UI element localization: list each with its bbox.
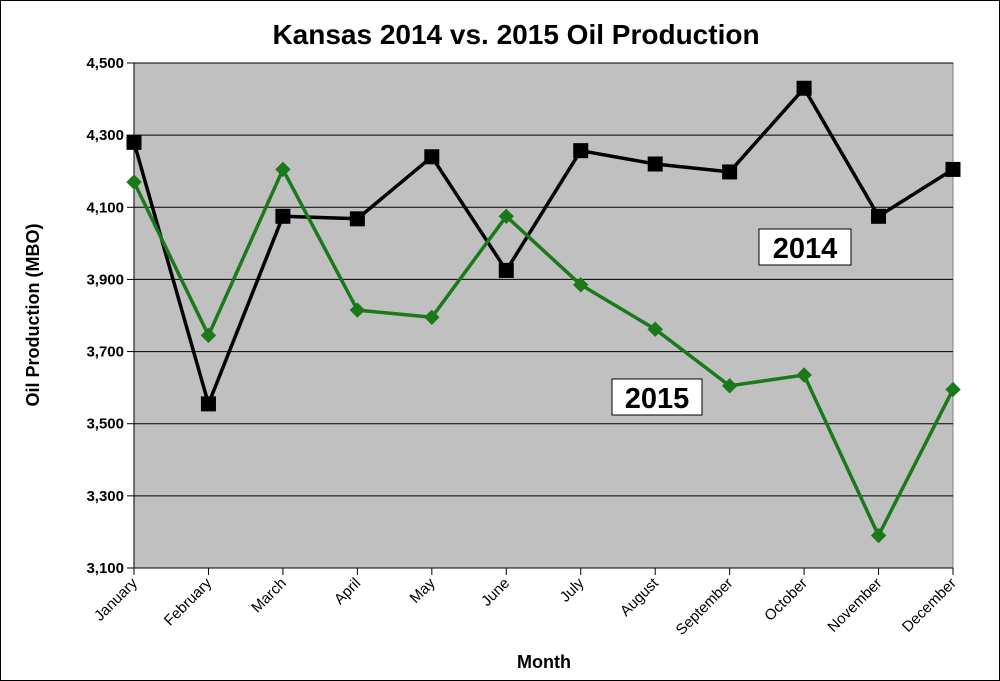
point-2014-february <box>200 396 216 412</box>
point-2014-august <box>647 156 663 172</box>
x-tick-label-7: August <box>617 574 663 620</box>
x-tick-label-9: October <box>761 575 811 625</box>
series-line-2014 <box>132 86 954 406</box>
series-label-2014-text: 2014 <box>773 233 838 265</box>
x-tick-label-3: April <box>331 575 364 608</box>
point-2015-november <box>870 527 887 544</box>
point-2014-december <box>945 161 961 177</box>
point-2014-july <box>573 143 589 159</box>
series-layer <box>126 80 961 544</box>
point-2014-september <box>722 164 738 180</box>
x-tick-label-10: November <box>824 575 885 636</box>
point-2014-march <box>275 208 291 224</box>
x-tick-label-4: May <box>407 574 439 606</box>
point-2015-april <box>349 302 366 318</box>
y-axis-title: Oil Production (MBO) <box>23 224 43 407</box>
point-2015-september <box>721 378 738 394</box>
y-tick-label-3: 3,700 <box>86 344 124 361</box>
point-2015-december <box>945 381 961 398</box>
x-axis-title: Month <box>517 652 571 672</box>
series-label-2015: 2015 <box>611 378 703 416</box>
point-2014-january <box>126 134 142 150</box>
point-2015-july <box>573 277 589 293</box>
point-2014-june <box>498 262 514 278</box>
y-tick-label-7: 4,500 <box>86 55 124 72</box>
y-tick-label-2: 3,500 <box>86 416 124 433</box>
point-2015-august <box>647 321 663 337</box>
x-tick-label-1: February <box>161 574 216 629</box>
point-2014-may <box>424 149 440 165</box>
x-tick-label-5: June <box>478 575 513 610</box>
y-tick-label-5: 4,100 <box>86 199 124 216</box>
point-2014-april <box>349 211 365 227</box>
point-2015-march <box>275 161 291 178</box>
x-tick-label-2: March <box>248 575 289 616</box>
point-2015-may <box>424 309 440 326</box>
series-label-2014: 2014 <box>758 228 852 266</box>
series-label-2015-text: 2015 <box>625 383 690 415</box>
y-tick-label-4: 3,900 <box>86 271 124 288</box>
point-2015-january <box>126 174 142 190</box>
point-2015-june <box>498 208 514 225</box>
y-tick-label-0: 3,100 <box>86 560 124 577</box>
x-tick-label-0: January <box>91 574 141 624</box>
x-tick-label-11: December <box>899 575 960 636</box>
point-2014-november <box>871 208 887 224</box>
point-2015-october <box>796 367 812 383</box>
x-tick-label-8: September <box>673 575 737 639</box>
chart-title: Kansas 2014 vs. 2015 Oil Production <box>272 19 759 50</box>
point-2015-february <box>200 327 217 344</box>
x-tick-label-6: July <box>557 574 588 605</box>
point-2014-october <box>796 80 812 96</box>
y-tick-label-1: 3,300 <box>86 488 124 505</box>
series-line-2015 <box>132 167 955 538</box>
y-tick-label-6: 4,300 <box>86 127 124 144</box>
plot-area <box>133 62 954 569</box>
